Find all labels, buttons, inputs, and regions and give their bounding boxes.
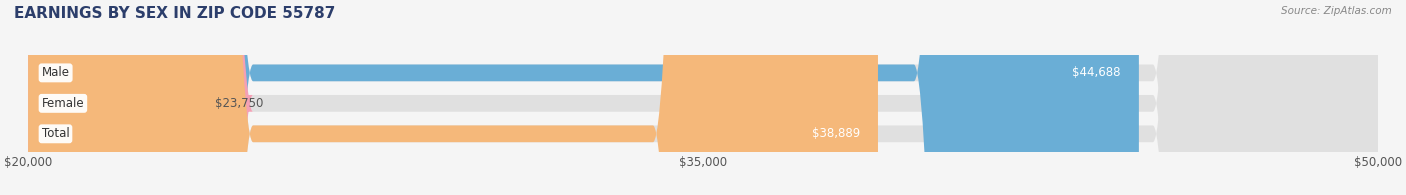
Text: Female: Female bbox=[42, 97, 84, 110]
Text: Total: Total bbox=[42, 127, 69, 140]
FancyBboxPatch shape bbox=[28, 0, 1378, 195]
Text: Source: ZipAtlas.com: Source: ZipAtlas.com bbox=[1281, 6, 1392, 16]
Text: $23,750: $23,750 bbox=[215, 97, 263, 110]
FancyBboxPatch shape bbox=[28, 0, 1139, 195]
FancyBboxPatch shape bbox=[28, 0, 1378, 195]
Text: $38,889: $38,889 bbox=[811, 127, 860, 140]
Text: Male: Male bbox=[42, 66, 70, 79]
FancyBboxPatch shape bbox=[28, 0, 877, 195]
Text: $44,688: $44,688 bbox=[1073, 66, 1121, 79]
Text: EARNINGS BY SEX IN ZIP CODE 55787: EARNINGS BY SEX IN ZIP CODE 55787 bbox=[14, 6, 336, 21]
FancyBboxPatch shape bbox=[0, 0, 253, 195]
FancyBboxPatch shape bbox=[28, 0, 1378, 195]
